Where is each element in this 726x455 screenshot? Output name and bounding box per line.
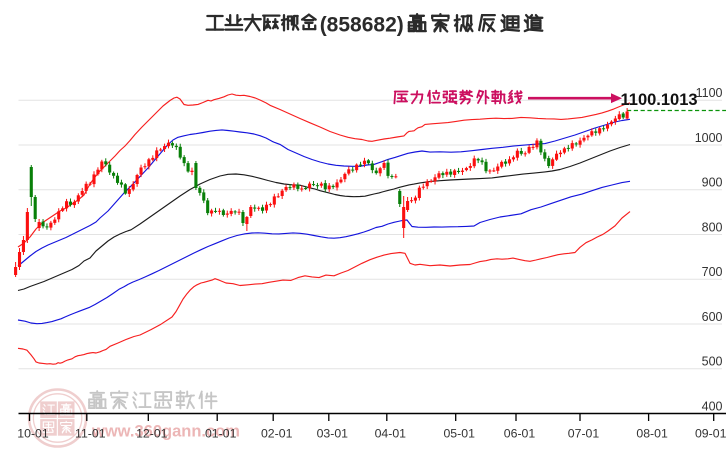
svg-text:01-01: 01-01 <box>205 427 237 441</box>
svg-text:07-01: 07-01 <box>568 427 600 441</box>
svg-text:12-01: 12-01 <box>136 427 168 441</box>
svg-text:(858682): (858682) <box>320 14 404 37</box>
svg-text:500: 500 <box>702 355 723 369</box>
svg-text:400: 400 <box>702 399 723 413</box>
svg-text:800: 800 <box>702 220 723 234</box>
svg-text:1100: 1100 <box>696 86 723 100</box>
svg-text:09-01: 09-01 <box>695 427 726 441</box>
svg-text:700: 700 <box>702 265 723 279</box>
svg-text:10-01: 10-01 <box>17 427 49 441</box>
svg-text:04-01: 04-01 <box>375 427 407 441</box>
svg-text:900: 900 <box>702 176 723 190</box>
svg-text:08-01: 08-01 <box>636 427 668 441</box>
svg-text:03-01: 03-01 <box>317 427 349 441</box>
svg-text:1100.1013: 1100.1013 <box>621 91 698 109</box>
svg-text:11-01: 11-01 <box>75 427 106 441</box>
svg-text:06-01: 06-01 <box>504 427 536 441</box>
svg-text:02-01: 02-01 <box>261 427 293 441</box>
svg-text:1000: 1000 <box>695 131 723 145</box>
svg-text:05-01: 05-01 <box>443 427 475 441</box>
svg-text:600: 600 <box>702 310 723 324</box>
